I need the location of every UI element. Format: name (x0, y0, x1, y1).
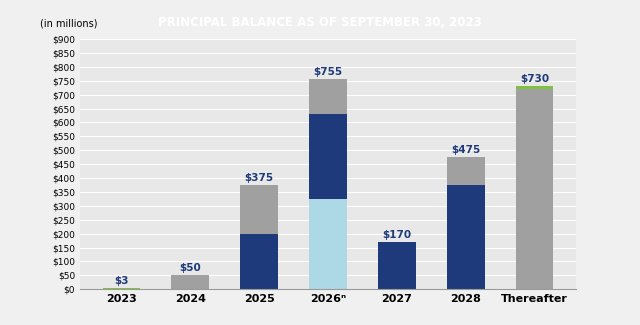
Bar (516, 89, 554, 289)
Bar (516, 86, 554, 89)
Bar (240, 234, 278, 289)
Bar (447, 157, 484, 185)
Text: $170: $170 (382, 230, 412, 240)
Text: $475: $475 (451, 145, 480, 155)
Text: $3: $3 (114, 276, 129, 286)
Bar (240, 185, 278, 234)
Bar (309, 114, 347, 199)
Bar (447, 185, 484, 289)
Text: $375: $375 (244, 173, 274, 183)
Text: (in millions): (in millions) (40, 19, 98, 29)
Bar (172, 275, 209, 289)
Bar (309, 199, 347, 289)
Bar (102, 288, 140, 289)
Bar (309, 79, 347, 114)
Text: $755: $755 (314, 67, 342, 77)
Text: $50: $50 (179, 263, 201, 273)
Text: PRINCIPAL BALANCE AS OF SEPTEMBER 30, 2023: PRINCIPAL BALANCE AS OF SEPTEMBER 30, 20… (158, 16, 482, 29)
Bar (378, 242, 416, 289)
Text: $730: $730 (520, 74, 549, 84)
